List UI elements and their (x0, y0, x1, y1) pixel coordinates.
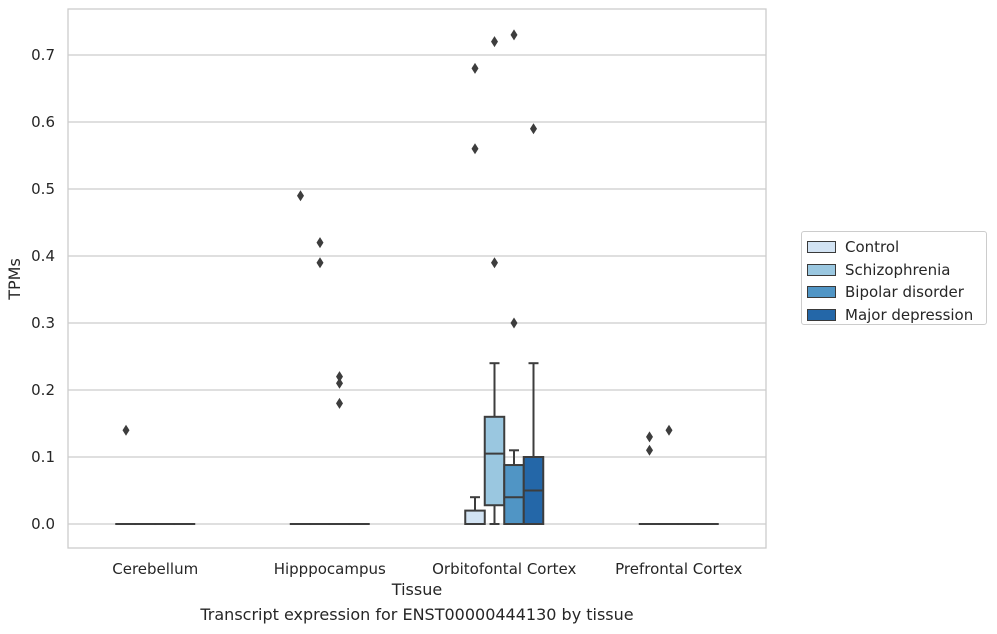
boxes (115, 362, 719, 526)
outlier-point (530, 123, 537, 135)
outlier-point (646, 431, 653, 443)
legend-item: Major depression (807, 304, 986, 327)
legend-item: Bipolar disorder (807, 281, 986, 304)
legend-label: Control (845, 238, 900, 257)
outlier-point (297, 190, 304, 202)
legend: Control Schizophrenia Bipolar disorder Majo… (801, 231, 987, 325)
outlier-point (471, 143, 479, 155)
legend-label: Major depression (845, 305, 974, 324)
x-tick-label: Orbitofontal Cortex (432, 560, 576, 578)
y-tick-label: 0.4 (31, 247, 55, 265)
x-axis-ticks: Cerebellum Hipppocampus Orbitofontal Corte… (112, 560, 742, 578)
box-schizophrenia (483, 362, 506, 525)
legend-swatch (807, 286, 836, 299)
outlier-point (316, 237, 324, 249)
x-tick-label: Prefrontal Cortex (615, 560, 742, 578)
x-tick-label: Hipppocampus (274, 560, 386, 578)
legend-swatch (807, 241, 836, 254)
box-body (503, 464, 525, 526)
outlier-point (665, 424, 673, 436)
legend-label: Bipolar disorder (845, 283, 964, 302)
grid-lines (68, 54, 766, 525)
outlier-point (510, 317, 518, 329)
outlier-point (336, 377, 343, 389)
y-tick-label: 0.3 (31, 314, 55, 332)
legend-swatch (807, 263, 836, 276)
chart-caption: Transcript expression for ENST0000044413… (200, 605, 634, 624)
outlier-point (491, 36, 498, 48)
legend-item: Control (807, 236, 986, 259)
box-body (483, 415, 506, 507)
x-tick-label: Cerebellum (112, 560, 198, 578)
x-axis-label: Tissue (391, 580, 442, 599)
outlier-point (336, 371, 343, 383)
y-tick-label: 0.7 (31, 46, 55, 64)
outlier-point (491, 257, 498, 269)
legend-label: Schizophrenia (845, 260, 951, 279)
outlier-point (122, 424, 130, 436)
legend-swatch (807, 308, 836, 321)
box-bipolar-disorder (503, 449, 525, 526)
outliers (122, 29, 673, 456)
y-tick-label: 0.2 (31, 381, 55, 399)
outlier-point (316, 257, 324, 269)
y-tick-label: 0.0 (31, 515, 55, 533)
y-tick-label: 0.1 (31, 448, 55, 466)
y-axis-ticks: 0.0 0.1 0.2 0.3 0.4 0.5 0.6 0.7 (31, 46, 55, 533)
box-body (464, 509, 486, 526)
y-tick-label: 0.5 (31, 180, 55, 198)
outlier-point (471, 62, 479, 74)
plot-area (67, 8, 767, 549)
outlier-point (510, 29, 518, 41)
y-axis-label: TPMs (5, 258, 24, 301)
box-major-depression (522, 362, 545, 525)
outlier-point (336, 397, 343, 409)
legend-item: Schizophrenia (807, 259, 986, 282)
y-tick-label: 0.6 (31, 113, 55, 131)
outlier-point (646, 444, 653, 456)
box-control (464, 496, 486, 526)
